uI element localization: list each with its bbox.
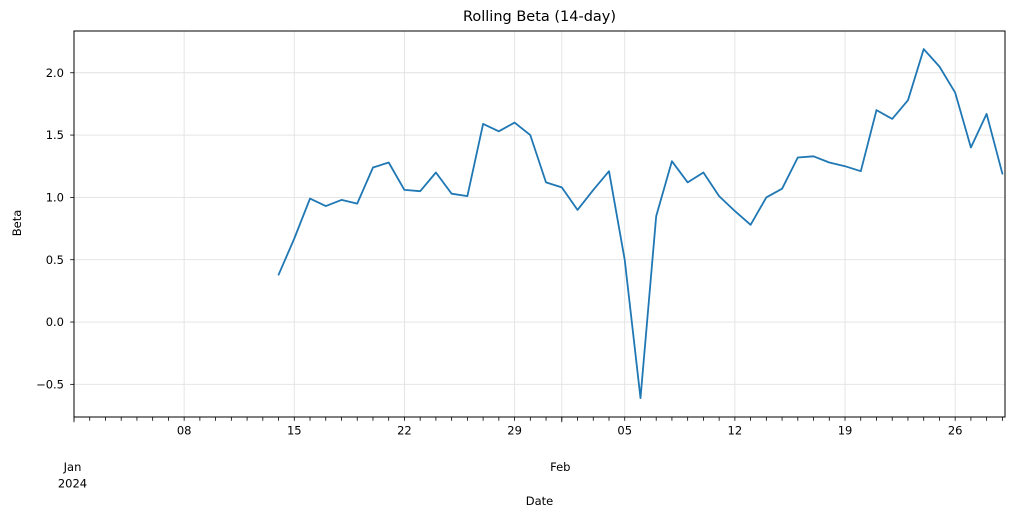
x-tick-label: 22	[397, 424, 412, 438]
beta-line-series	[277, 48, 1004, 399]
y-tick-label: 1.0	[46, 190, 64, 204]
y-tick-label: 2.0	[46, 66, 64, 80]
y-tick-label: 0.5	[46, 253, 64, 267]
y-tick-labels: −0.5 0.0 0.5 1.0 1.5 2.0	[36, 66, 74, 391]
x-tick-label: 08	[177, 424, 192, 438]
grid-layer	[74, 31, 1005, 417]
x-tick-label: 05	[617, 424, 632, 438]
y-tick-label: 0.0	[46, 315, 64, 329]
x-month-label: Feb	[550, 460, 570, 474]
y-tick-label: 1.5	[46, 128, 64, 142]
x-axis-ticks	[73, 417, 1003, 421]
x-axis-label: Date	[525, 494, 554, 508]
x-month-label: 2024	[58, 477, 87, 491]
x-tick-label: 19	[838, 424, 853, 438]
x-tick-label: 15	[287, 424, 302, 438]
x-tick-label: 26	[948, 424, 963, 438]
x-tick-labels: 08 15 22 29 05 12 19 26	[177, 424, 963, 438]
chart-title: Rolling Beta (14-day)	[462, 9, 617, 25]
plot-border	[73, 30, 1006, 418]
x-month-labels: Jan 2024 Feb	[58, 417, 570, 491]
x-tick-label: 12	[728, 424, 743, 438]
y-tick-label: −0.5	[36, 377, 64, 391]
axes-layer	[73, 30, 1006, 418]
x-month-label: Jan	[63, 460, 82, 474]
x-tick-label: 29	[507, 424, 522, 438]
